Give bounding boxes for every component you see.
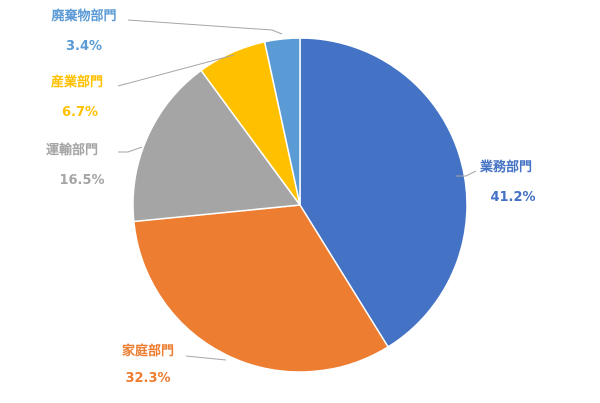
slice-category-label: 運輸部門 [46,142,98,158]
leader-line [456,170,477,177]
slice-category-label: 家庭部門 [122,343,174,359]
pie-slice [299,37,468,348]
slice-value-label: 32.3% [125,371,170,386]
slice-category-label: 産業部門 [51,74,103,90]
pie-slice [132,69,302,223]
slice-value-label: 41.2% [490,190,535,205]
pie-slice [263,37,301,206]
leader-line [117,54,235,87]
leader-line [118,146,143,153]
labels-layer: 業務部門 41.2% 家庭部門 32.3% 運輸部門 16.5% 産業部門 6.7% 廃棄物部門… [46,8,536,386]
slice-category-label: 廃棄物部門 [50,8,116,24]
leader-line [185,355,227,361]
pie-slice [132,204,390,373]
leader-lines-layer [117,19,477,361]
slice-value-label: 3.4% [66,39,102,54]
slice-category-label: 業務部門 [479,159,532,175]
slice-value-label: 16.5% [59,173,104,188]
slice-value-label: 6.7% [62,105,98,120]
leader-line [127,19,283,35]
slices-layer [132,37,468,373]
